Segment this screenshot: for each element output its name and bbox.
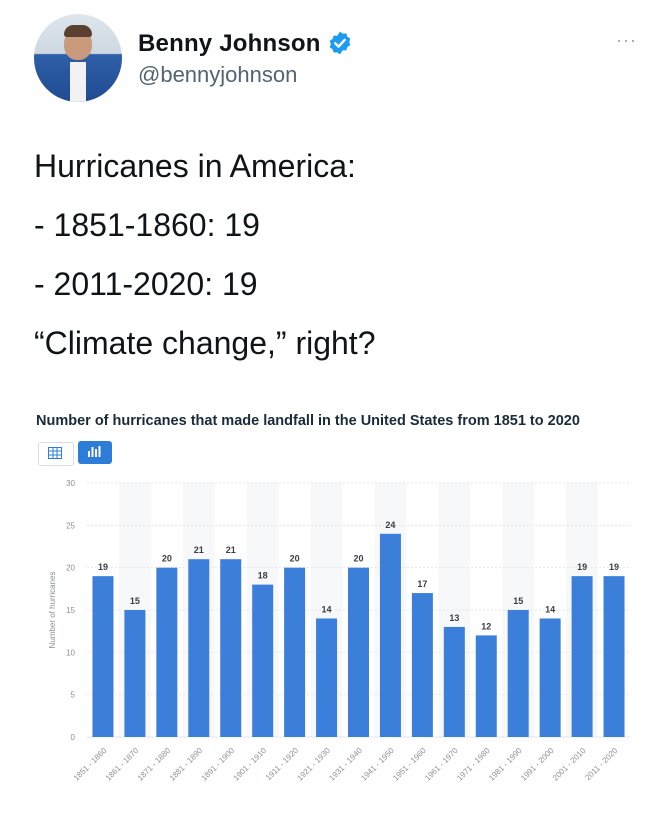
author-name[interactable]: Benny Johnson: [138, 30, 321, 57]
bar-value-label: 21: [226, 545, 236, 555]
tweet-line: - 1851-1860: 19: [34, 207, 260, 243]
bar: [571, 576, 593, 737]
bar: [411, 593, 433, 737]
author-handle[interactable]: @bennyjohnson: [138, 62, 298, 87]
x-tick-label: 2011 - 2020: [583, 746, 620, 783]
chart-title: Number of hurricanes that made landfall …: [36, 413, 580, 429]
tweet-line: - 2011-2020: 19: [34, 266, 258, 302]
bar: [252, 584, 274, 737]
bar: [475, 635, 497, 737]
tweet-text: Hurricanes in America: - 1851-1860: 19 -…: [34, 137, 654, 373]
bar-value-label: 24: [385, 520, 395, 530]
table-icon: [48, 447, 62, 459]
bar: [507, 610, 529, 737]
more-options-icon[interactable]: ···: [616, 30, 637, 50]
bar-value-label: 15: [130, 596, 140, 606]
x-tick-label: 1901 - 1910: [232, 746, 269, 783]
bar: [92, 576, 114, 737]
y-tick-label: 15: [66, 606, 75, 615]
bar-value-label: 14: [545, 604, 555, 614]
y-tick-label: 30: [66, 479, 75, 488]
bar: [539, 618, 561, 737]
tweet-line: “Climate change,” right?: [34, 325, 376, 361]
bar: [124, 610, 146, 737]
bar-value-label: 19: [577, 562, 587, 572]
y-tick-label: 20: [66, 564, 75, 573]
bar-value-label: 14: [322, 604, 332, 614]
bar-value-label: 12: [481, 621, 491, 631]
y-tick-label: 10: [66, 648, 75, 657]
bar: [316, 618, 338, 737]
bar: [603, 576, 625, 737]
bar-value-label: 19: [609, 562, 619, 572]
bar-value-label: 19: [98, 562, 108, 572]
y-tick-label: 5: [71, 691, 76, 700]
bar: [220, 559, 242, 737]
bar: [284, 567, 306, 737]
bar: [348, 567, 369, 737]
bar: [156, 567, 178, 737]
bar: [379, 533, 401, 737]
verified-badge-icon: [329, 31, 351, 55]
x-tick-label: 2001 - 2010: [551, 746, 588, 783]
y-axis-label: Number of hurricanes: [48, 572, 57, 649]
bar-value-label: 17: [417, 579, 427, 589]
bar: [188, 559, 210, 737]
avatar[interactable]: [34, 14, 122, 102]
bar-value-label: 20: [290, 554, 300, 564]
bar-value-label: 20: [162, 554, 172, 564]
bar: [443, 626, 465, 737]
y-tick-label: 0: [71, 733, 76, 742]
y-tick-label: 25: [66, 521, 75, 530]
bar-value-label: 20: [353, 554, 363, 564]
table-view-button[interactable]: [38, 442, 74, 466]
bar-value-label: 18: [258, 571, 268, 581]
bar-chart-icon: [88, 446, 101, 457]
bar-value-label: 15: [513, 596, 523, 606]
bar-value-label: 13: [449, 613, 459, 623]
bar-value-label: 21: [194, 545, 204, 555]
tweet-line: Hurricanes in America:: [34, 148, 356, 184]
chart-view-button[interactable]: [78, 441, 112, 464]
